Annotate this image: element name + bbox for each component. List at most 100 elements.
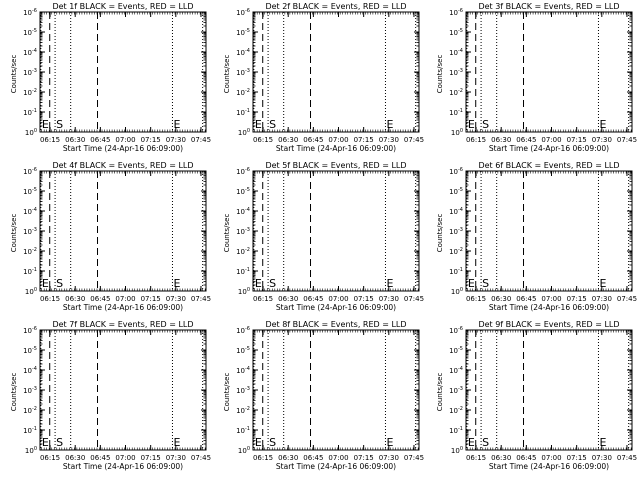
y-tick-label: 10-1	[449, 426, 463, 435]
y-tick-label: 100	[25, 287, 37, 296]
x-tick-label: 07:45	[404, 454, 424, 462]
x-tick-label: 07:30	[379, 454, 399, 462]
y-tick-label: 10-4	[449, 366, 463, 375]
x-tick-label: 06:45	[90, 295, 110, 303]
marker-label: E	[255, 277, 262, 290]
marker-label: S	[269, 436, 276, 449]
marker-label: E	[468, 118, 475, 131]
y-tick-label: 10-6	[449, 8, 463, 17]
y-tick-label: 10-1	[236, 426, 250, 435]
x-tick-label: 06:15	[253, 136, 273, 144]
y-tick-label: 10-6	[449, 167, 463, 176]
x-axis-label: Start Time (24-Apr-16 06:09:00)	[63, 303, 183, 312]
y-tick-label: 10-3	[449, 227, 463, 236]
x-tick-label: 07:00	[115, 295, 135, 303]
marker-label: S	[482, 118, 489, 131]
marker-label: S	[269, 277, 276, 290]
marker-label: E	[468, 277, 475, 290]
x-tick-label: 07:45	[617, 454, 637, 462]
y-axis-label: Counts/sec	[10, 55, 18, 94]
y-tick-label: 100	[451, 287, 463, 296]
y-tick-label: 100	[451, 446, 463, 455]
marker-label: S	[269, 118, 276, 131]
y-tick-label: 100	[451, 128, 463, 137]
x-axis-label: Start Time (24-Apr-16 06:09:00)	[489, 144, 609, 153]
y-axis-label: Counts/sec	[436, 373, 444, 412]
x-tick-label: 07:15	[354, 136, 374, 144]
y-axis-label: Counts/sec	[223, 55, 231, 94]
x-tick-label: 07:45	[191, 295, 211, 303]
marker-label: S	[482, 277, 489, 290]
detector-panel: Det 1f BLACK = Events, RED = LLD 100 10-1 1…	[10, 2, 211, 153]
y-tick-label: 10-4	[23, 48, 37, 57]
y-tick-label: 10-5	[449, 187, 463, 196]
marker-label: S	[56, 277, 63, 290]
y-tick-label: 100	[238, 446, 250, 455]
y-tick-label: 10-4	[23, 366, 37, 375]
plot-frame	[252, 11, 420, 133]
x-tick-label: 06:30	[65, 295, 85, 303]
x-tick-label: 07:15	[141, 295, 161, 303]
y-axis-label: Counts/sec	[436, 55, 444, 94]
panel-title: Det 8f BLACK = Events, RED = LLD	[265, 320, 406, 329]
x-tick-label: 07:45	[404, 295, 424, 303]
x-tick-label: 06:45	[516, 295, 536, 303]
y-tick-label: 10-3	[449, 68, 463, 77]
y-tick-label: 10-2	[236, 406, 250, 415]
marker-label: E	[386, 436, 393, 449]
y-tick-label: 10-4	[236, 366, 250, 375]
y-tick-label: 10-1	[449, 267, 463, 276]
x-tick-label: 07:15	[141, 454, 161, 462]
y-tick-label: 10-2	[449, 406, 463, 415]
x-tick-label: 07:15	[567, 136, 587, 144]
y-tick-label: 10-2	[236, 247, 250, 256]
marker-label: S	[56, 118, 63, 131]
marker-label: E	[173, 118, 180, 131]
marker-label: S	[482, 436, 489, 449]
detector-panel: Det 4f BLACK = Events, RED = LLD 100 10-1 1…	[10, 161, 211, 312]
y-tick-label: 10-3	[23, 227, 37, 236]
detector-panel: Det 2f BLACK = Events, RED = LLD 100 10-1 1…	[223, 2, 424, 153]
y-tick-label: 10-5	[236, 346, 250, 355]
panel-title: Det 1f BLACK = Events, RED = LLD	[52, 2, 193, 11]
marker-label: E	[173, 436, 180, 449]
y-tick-label: 10-3	[23, 68, 37, 77]
y-tick-label: 10-5	[449, 346, 463, 355]
x-tick-label: 06:45	[516, 136, 536, 144]
x-tick-label: 07:30	[166, 454, 186, 462]
x-tick-label: 07:15	[141, 136, 161, 144]
x-axis-label: Start Time (24-Apr-16 06:09:00)	[276, 462, 396, 471]
x-tick-label: 06:45	[303, 295, 323, 303]
y-tick-label: 10-6	[236, 167, 250, 176]
y-tick-label: 10-6	[23, 326, 37, 335]
panel-title: Det 7f BLACK = Events, RED = LLD	[52, 320, 193, 329]
x-tick-label: 07:00	[328, 295, 348, 303]
marker-label: E	[599, 118, 606, 131]
detector-panel: Det 9f BLACK = Events, RED = LLD 100 10-1 1…	[436, 320, 637, 471]
x-tick-label: 06:30	[491, 295, 511, 303]
plot-frame	[465, 11, 633, 133]
y-tick-label: 10-3	[236, 68, 250, 77]
y-axis-label: Counts/sec	[223, 214, 231, 253]
y-tick-label: 10-1	[23, 108, 37, 117]
x-tick-label: 07:45	[617, 295, 637, 303]
y-tick-label: 100	[238, 128, 250, 137]
y-tick-label: 10-5	[236, 187, 250, 196]
x-tick-label: 07:00	[115, 454, 135, 462]
x-tick-label: 07:30	[166, 136, 186, 144]
x-tick-label: 06:30	[278, 295, 298, 303]
x-tick-label: 06:15	[466, 295, 486, 303]
x-tick-label: 06:15	[466, 136, 486, 144]
x-axis-label: Start Time (24-Apr-16 06:09:00)	[489, 462, 609, 471]
y-tick-label: 100	[238, 287, 250, 296]
detector-panel: Det 8f BLACK = Events, RED = LLD 100 10-1 1…	[223, 320, 424, 471]
y-tick-label: 10-3	[449, 386, 463, 395]
y-tick-label: 10-4	[236, 207, 250, 216]
y-tick-label: 10-1	[236, 108, 250, 117]
y-tick-label: 10-6	[449, 326, 463, 335]
plot-frame	[39, 329, 207, 451]
y-tick-label: 10-1	[23, 267, 37, 276]
y-tick-label: 10-2	[236, 88, 250, 97]
marker-label: E	[42, 118, 49, 131]
